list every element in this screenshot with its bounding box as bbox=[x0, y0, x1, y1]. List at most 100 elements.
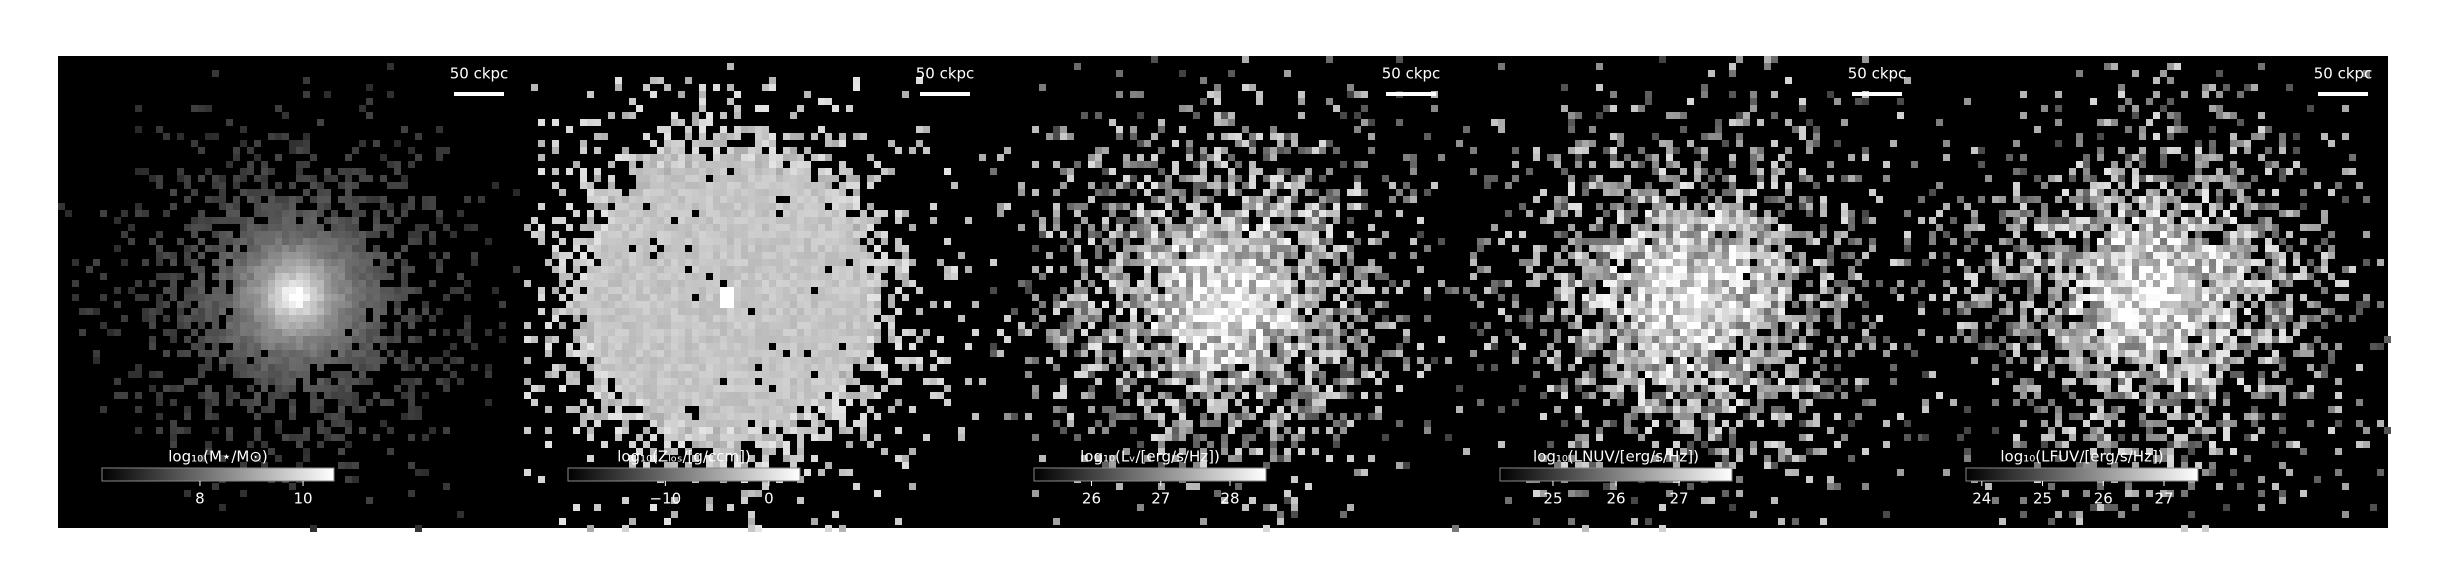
pixel bbox=[734, 399, 741, 406]
pixel bbox=[1284, 294, 1291, 301]
pixel bbox=[769, 238, 776, 245]
pixel bbox=[713, 189, 720, 196]
pixel bbox=[832, 511, 839, 518]
pixel bbox=[636, 336, 643, 343]
pixel bbox=[408, 378, 415, 385]
pixel bbox=[608, 287, 615, 294]
pixel bbox=[212, 315, 219, 322]
pixel bbox=[1179, 371, 1186, 378]
pixel bbox=[748, 266, 755, 273]
pixel bbox=[1158, 280, 1165, 287]
pixel bbox=[492, 182, 499, 189]
pixel bbox=[734, 294, 741, 301]
pixel bbox=[685, 287, 692, 294]
pixel bbox=[797, 378, 804, 385]
pixel bbox=[650, 266, 657, 273]
pixel bbox=[1284, 315, 1291, 322]
pixel bbox=[1361, 119, 1368, 126]
pixel bbox=[1186, 329, 1193, 336]
pixel bbox=[1109, 168, 1116, 175]
pixel bbox=[1284, 301, 1291, 308]
pixel bbox=[1375, 413, 1382, 420]
pixel bbox=[762, 161, 769, 168]
pixel bbox=[345, 462, 352, 469]
pixel bbox=[268, 280, 275, 287]
pixel bbox=[1715, 203, 1722, 210]
pixel bbox=[615, 84, 622, 91]
pixel bbox=[296, 301, 303, 308]
pixel bbox=[1228, 350, 1235, 357]
pixel bbox=[762, 434, 769, 441]
pixel bbox=[1249, 329, 1256, 336]
pixel bbox=[734, 434, 741, 441]
pixel bbox=[748, 301, 755, 308]
pixel bbox=[1144, 308, 1151, 315]
pixel bbox=[685, 259, 692, 266]
pixel bbox=[247, 224, 254, 231]
pixel bbox=[317, 357, 324, 364]
pixel bbox=[1291, 196, 1298, 203]
pixel bbox=[1778, 224, 1785, 231]
pixel bbox=[296, 140, 303, 147]
pixel bbox=[818, 217, 825, 224]
pixel bbox=[1144, 175, 1151, 182]
pixel bbox=[664, 231, 671, 238]
pixel bbox=[867, 406, 874, 413]
pixel bbox=[184, 182, 191, 189]
pixel bbox=[1841, 217, 1848, 224]
pixel bbox=[1032, 294, 1039, 301]
pixel bbox=[1151, 56, 1158, 63]
pixel bbox=[226, 427, 233, 434]
pixel bbox=[1102, 462, 1109, 469]
pixel bbox=[1158, 231, 1165, 238]
pixel bbox=[762, 175, 769, 182]
pixel bbox=[867, 287, 874, 294]
pixel bbox=[240, 175, 247, 182]
pixel bbox=[226, 217, 233, 224]
pixel bbox=[755, 105, 762, 112]
pixel bbox=[825, 371, 832, 378]
pixel bbox=[818, 385, 825, 392]
pixel bbox=[219, 252, 226, 259]
pixel bbox=[275, 420, 282, 427]
pixel bbox=[310, 217, 317, 224]
pixel bbox=[1172, 161, 1179, 168]
pixel bbox=[699, 259, 706, 266]
pixel bbox=[657, 182, 664, 189]
pixel bbox=[1284, 147, 1291, 154]
pixel bbox=[1151, 434, 1158, 441]
pixel bbox=[303, 252, 310, 259]
pixel bbox=[720, 420, 727, 427]
pixel bbox=[254, 287, 261, 294]
pixel bbox=[1095, 357, 1102, 364]
pixel bbox=[524, 469, 531, 476]
pixel bbox=[1228, 455, 1235, 462]
pixel bbox=[706, 434, 713, 441]
pixel bbox=[762, 343, 769, 350]
pixel bbox=[1088, 154, 1095, 161]
pixel bbox=[1123, 259, 1130, 266]
pixel bbox=[825, 287, 832, 294]
pixel bbox=[1431, 357, 1438, 364]
pixel bbox=[464, 322, 471, 329]
pixel bbox=[450, 231, 457, 238]
pixel bbox=[303, 91, 310, 98]
pixel bbox=[748, 259, 755, 266]
pixel bbox=[1011, 308, 1018, 315]
pixel bbox=[608, 399, 615, 406]
pixel bbox=[860, 245, 867, 252]
pixel bbox=[114, 378, 121, 385]
pixel bbox=[1298, 231, 1305, 238]
pixel bbox=[1186, 224, 1193, 231]
pixel bbox=[1228, 168, 1235, 175]
pixel bbox=[443, 364, 450, 371]
pixel bbox=[1680, 112, 1687, 119]
pixel bbox=[860, 252, 867, 259]
pixel bbox=[1270, 182, 1277, 189]
pixel bbox=[762, 266, 769, 273]
pixel bbox=[1249, 231, 1256, 238]
pixel bbox=[261, 462, 268, 469]
pixel bbox=[282, 245, 289, 252]
pixel bbox=[629, 413, 636, 420]
pixel bbox=[608, 322, 615, 329]
